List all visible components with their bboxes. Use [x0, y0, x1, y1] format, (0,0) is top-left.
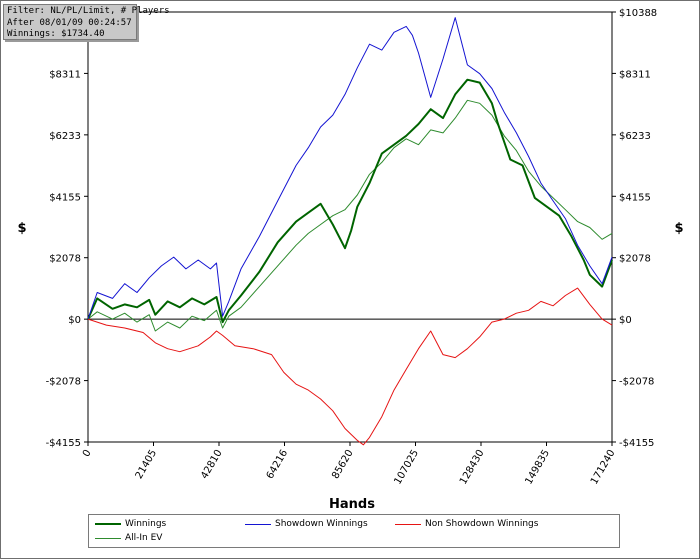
y-tick-label-left: $2078: [49, 254, 81, 265]
x-tick-label: 21405: [134, 448, 159, 481]
x-tick-label: 171240: [589, 448, 618, 487]
y-axis-title-right: $: [674, 221, 683, 236]
axes-layer: [84, 11, 616, 446]
plot-area: [87, 11, 613, 443]
x-tick-label: 149835: [523, 448, 552, 487]
legend-item-all-in-ev: All-In EV: [95, 532, 162, 544]
series-line-all-in-ev: [87, 99, 613, 332]
filter-info-box: Filter: NL/PL/Limit, # Players After 08/…: [3, 4, 170, 40]
y-tick-label-right: $8311: [619, 69, 651, 80]
x-tick-label: 128430: [458, 448, 487, 487]
y-tick-label-right: -$2078: [619, 377, 654, 388]
legend-label-winnings: Winnings: [125, 519, 167, 529]
y-tick-label-right: $0: [619, 315, 632, 326]
y-tick-label-left: $0: [68, 315, 81, 326]
legend-item-winnings: Winnings: [95, 518, 166, 530]
x-tick-label: 0: [81, 448, 94, 459]
y-tick-label-right: -$4155: [619, 438, 654, 449]
legend-swatch-all-in-ev: [95, 537, 121, 539]
legend: Winnings Showdown Winnings Non Showdown …: [88, 514, 620, 548]
x-tick-label: 64216: [265, 448, 290, 481]
legend-label-showdown: Showdown Winnings: [275, 519, 368, 529]
filter-text: Filter: NL/PL/Limit, # Players: [7, 6, 170, 16]
x-tick-label: 42810: [199, 448, 224, 481]
y-tick-label-left: -$2078: [46, 377, 81, 388]
winnings-total-text: Winnings: $1734.40: [7, 29, 105, 39]
y-tick-label-left: $6233: [49, 131, 81, 142]
series-layer: [87, 17, 613, 446]
series-line-non-showdown-winnings: [87, 287, 613, 446]
y-tick-label-left: -$4155: [46, 438, 81, 449]
y-tick-label-right: $2078: [619, 254, 651, 265]
y-tick-label-left: $8311: [49, 69, 81, 80]
legend-label-all-in-ev: All-In EV: [125, 533, 163, 543]
x-tick-label: 107025: [392, 448, 421, 487]
y-axis-title-left: $: [17, 221, 26, 236]
legend-label-non-showdown: Non Showdown Winnings: [425, 519, 539, 529]
series-line-winnings: [87, 78, 613, 324]
legend-swatch-showdown: [245, 523, 271, 525]
y-tick-label-right: $6233: [619, 131, 651, 142]
y-tick-label-left: $4155: [49, 192, 81, 203]
legend-swatch-winnings: [95, 523, 121, 525]
y-top-label-right: $10388: [619, 8, 657, 19]
x-tick-label: 85620: [330, 448, 355, 481]
after-date-text: After 08/01/09 00:24:57: [7, 17, 132, 28]
x-axis-title: Hands: [329, 497, 375, 512]
series-line-showdown-winnings: [87, 17, 613, 320]
legend-item-showdown: Showdown Winnings: [245, 518, 368, 530]
legend-item-non-showdown: Non Showdown Winnings: [395, 518, 538, 530]
y-tick-label-right: $4155: [619, 192, 651, 203]
legend-swatch-non-showdown: [395, 523, 421, 525]
